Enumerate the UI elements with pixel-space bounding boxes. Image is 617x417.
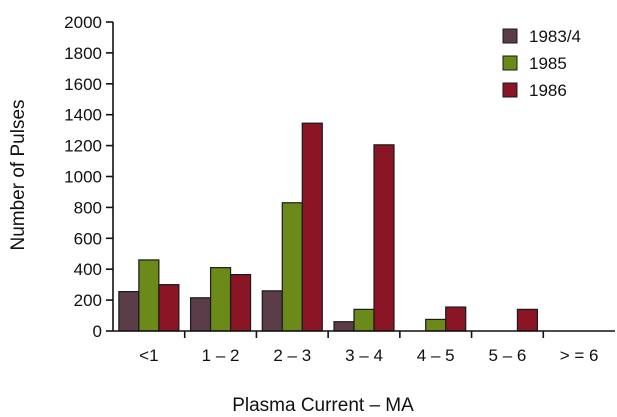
bar-19834-2 [261, 290, 283, 332]
legend-swatch-19834 [502, 28, 518, 44]
y-tick-label: 800 [74, 198, 102, 217]
x-tick-label: 3 – 4 [345, 346, 383, 365]
y-axis-ticks [106, 21, 113, 332]
bar-1986-3 [373, 144, 395, 332]
x-tick-label: > = 6 [560, 346, 599, 365]
legend-swatch-1985 [502, 55, 518, 71]
bar-1986-0 [158, 284, 180, 332]
x-tick-label: 5 – 6 [489, 346, 527, 365]
x-tick-label: 2 – 3 [273, 346, 311, 365]
x-axis-ticks [183, 331, 545, 338]
bar-1985-0 [138, 259, 160, 332]
x-axis-title: Plasma Current – MA [232, 395, 414, 416]
y-tick-label: 600 [74, 229, 102, 248]
y-axis-title: Number of Pulses [8, 99, 29, 250]
x-tick-label: 1 – 2 [202, 346, 240, 365]
y-tick-label: 1400 [64, 106, 102, 125]
x-tick-label: <1 [139, 346, 158, 365]
bar-1985-2 [281, 202, 303, 332]
bar-1985-1 [209, 267, 232, 332]
legend: 1983/4 1985 1986 [502, 27, 581, 100]
y-tick-label: 1000 [64, 168, 102, 187]
y-tick-labels: 0 200 400 600 800 1000 1200 1400 1600 1800 2000 [64, 13, 102, 341]
bar-1985-3 [353, 308, 375, 332]
y-tick-label: 0 [93, 322, 102, 341]
bar-1986-4 [445, 306, 467, 332]
y-tick-label: 1800 [64, 44, 102, 63]
legend-swatch-1986 [502, 82, 518, 98]
x-tick-label: 4 – 5 [417, 346, 455, 365]
bar-19834-3 [333, 321, 355, 332]
x-tick-labels: <1 1 – 2 2 – 3 3 – 4 4 – 5 5 – 6 > = 6 [139, 346, 598, 365]
legend-label: 1985 [529, 54, 567, 73]
bar-1985-4 [425, 318, 447, 332]
bars [118, 122, 539, 332]
bar-19834-1 [189, 297, 212, 332]
y-tick-label: 1600 [64, 75, 102, 94]
y-tick-label: 400 [74, 260, 102, 279]
bar-1986-5 [516, 308, 539, 332]
y-tick-label: 1200 [64, 137, 102, 156]
bar-1986-2 [301, 122, 323, 332]
bar-19834-0 [118, 291, 140, 332]
y-tick-label: 200 [74, 291, 102, 310]
bar-1986-1 [229, 274, 252, 332]
legend-label: 1986 [529, 81, 567, 100]
y-tick-label: 2000 [64, 13, 102, 32]
legend-label: 1983/4 [529, 27, 581, 46]
